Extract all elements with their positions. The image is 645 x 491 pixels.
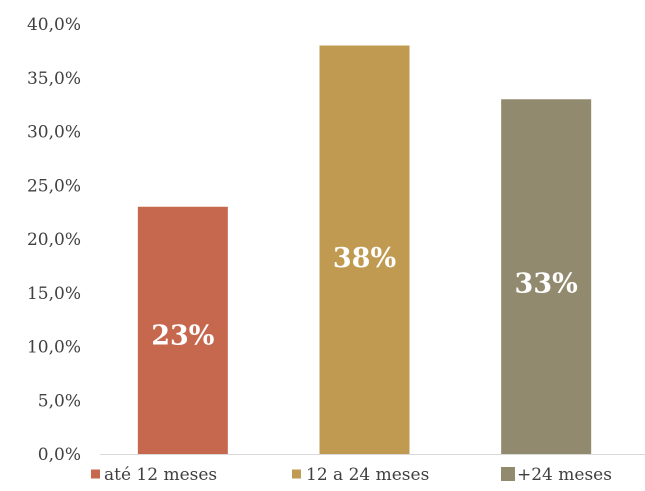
y-tick-label: 40,0% <box>27 15 81 35</box>
y-tick-label: 35,0% <box>27 69 81 89</box>
y-tick-label: 10,0% <box>27 338 81 358</box>
bar-ate-12-meses <box>137 206 228 454</box>
y-tick-label: 15,0% <box>27 284 81 304</box>
legend-label-12-a-24-meses: 12 a 24 meses <box>306 465 429 485</box>
data-label-24-plus-meses: 33% <box>515 269 578 300</box>
bar-24-plus-meses <box>501 99 592 454</box>
legend-label-24-plus-meses: +24 meses <box>517 465 612 485</box>
y-tick-label: 0,0% <box>38 445 81 465</box>
y-tick-label: 25,0% <box>27 176 81 196</box>
data-label-ate-12-meses: 23% <box>151 320 214 351</box>
legend-swatch-24-plus-meses <box>501 467 515 481</box>
y-tick-label: 5,0% <box>38 391 81 411</box>
y-tick-label: 30,0% <box>27 123 81 143</box>
legend-swatch-12-a-24-meses <box>292 469 301 479</box>
legend-swatch-ate-12-meses <box>91 469 100 479</box>
legend-label-ate-12-meses: até 12 meses <box>104 465 217 485</box>
data-labels: 23% 38% 33% <box>151 243 578 351</box>
legend: até 12 meses 12 a 24 meses +24 meses <box>91 465 612 485</box>
bars <box>137 45 592 454</box>
bar-12-a-24-meses <box>319 45 410 454</box>
y-axis: 0,0% 5,0% 10,0% 15,0% 20,0% 25,0% 30,0% 35,0% 40… <box>27 15 81 465</box>
data-label-12-a-24-meses: 38% <box>333 243 396 274</box>
y-tick-label: 20,0% <box>27 230 81 250</box>
